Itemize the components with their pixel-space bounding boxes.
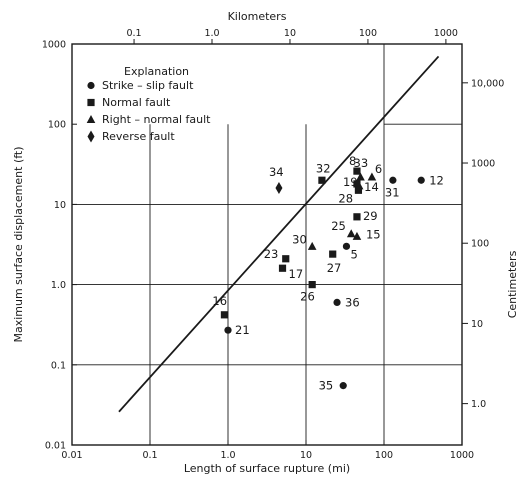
point-square: [353, 180, 361, 188]
x-tick-label: 0.01: [61, 450, 82, 461]
data-points: 21 36 35 5 31 12 16 17 23 26 27 29 32 8 19 28 30 25 15 14 33…: [212, 154, 443, 393]
x-tick-label: 1.0: [220, 450, 235, 461]
right-tick-label: 100: [471, 239, 489, 250]
point-label: 14: [364, 180, 379, 194]
grid: [72, 44, 462, 445]
legend-square-icon: [87, 98, 95, 107]
x-tick-label: 1000: [450, 450, 474, 461]
point-label: 25: [331, 219, 346, 233]
y-tick-label: 1.0: [51, 280, 66, 291]
point-diamond: [275, 182, 283, 195]
point-triangle: [307, 241, 317, 250]
right-tick-label: 10,000: [471, 78, 504, 89]
legend-triangle-icon: [86, 115, 96, 123]
point-circle: [417, 176, 425, 184]
trend-line: [118, 55, 440, 413]
top-axis-title: Kilometers: [228, 10, 287, 23]
point-circle: [333, 298, 341, 306]
point-label: 33: [354, 156, 369, 170]
point-square: [354, 186, 363, 194]
y-tick-label: 0.01: [45, 441, 66, 452]
point-square: [318, 176, 326, 184]
right-axis-title: Centimeters: [506, 250, 519, 318]
point-label: 27: [327, 261, 342, 275]
y-tick-label: 100: [48, 120, 66, 131]
point-triangle: [346, 229, 356, 238]
point-label: 17: [289, 267, 304, 281]
y-axis-title: Maximum surface displacement (ft): [12, 146, 25, 342]
point-label: 21: [235, 323, 250, 337]
y-tick-label: 10: [54, 200, 66, 211]
point-circle: [224, 326, 232, 334]
top-tick-label: 100: [359, 28, 377, 39]
point-triangle: [356, 172, 365, 181]
point-label: 32: [316, 161, 331, 175]
point-label: 30: [292, 232, 307, 246]
top-tick-label: 1000: [434, 28, 458, 39]
point-square: [308, 281, 316, 289]
point-circle: [342, 242, 351, 250]
right-tick-label: 10: [471, 319, 483, 330]
legend-label: Strike – slip fault: [102, 79, 194, 92]
point-label: 8: [349, 154, 356, 168]
top-tick-label: 0.1: [126, 28, 141, 39]
point-label: 19: [343, 175, 358, 189]
y-tick-label: 1000: [42, 40, 66, 51]
x-tick-label: 10: [300, 450, 312, 461]
right-tick-label: 1.0: [471, 399, 486, 410]
point-label: 23: [264, 247, 279, 261]
point-label: 35: [319, 379, 334, 393]
point-label: 29: [363, 209, 378, 223]
legend-label: Normal fault: [102, 96, 171, 109]
point-triangle: [354, 181, 364, 190]
y-tick-label: 0.1: [51, 360, 66, 371]
point-square: [278, 264, 287, 272]
legend-label: Right – normal fault: [102, 113, 211, 126]
point-label: 12: [429, 173, 444, 187]
point-triangle: [367, 172, 377, 181]
point-label: 26: [300, 290, 315, 304]
bottom-axis: 0.01 0.1 1.0 10 100 1000: [61, 440, 474, 461]
top-tick-label: 1.0: [204, 28, 219, 39]
top-tick-label: 10: [284, 28, 296, 39]
right-axis: 1.0 10 100 1000 10,000: [462, 78, 504, 410]
legend: Explanation Strike – slip fault Normal fa…: [86, 65, 211, 143]
right-tick-label: 1000: [471, 159, 495, 170]
point-label: 5: [350, 247, 357, 261]
point-label: 28: [338, 191, 353, 205]
point-triangle: [352, 231, 362, 240]
point-label: 36: [345, 295, 360, 309]
x-tick-label: 100: [375, 450, 393, 461]
point-label: 6: [375, 162, 382, 176]
point-square: [282, 255, 290, 263]
point-label: 15: [366, 227, 381, 241]
legend-diamond-icon: [87, 130, 95, 143]
point-square: [220, 311, 229, 319]
plot-frame: [71, 43, 463, 446]
legend-label: Reverse fault: [102, 130, 175, 143]
legend-circle-icon: [87, 81, 95, 90]
top-axis: 0.1 1.0 10 100 1000: [126, 28, 458, 44]
point-label: 16: [212, 294, 227, 308]
point-square: [353, 167, 361, 175]
point-label: 34: [269, 165, 284, 179]
left-axis: 0.01 0.1 1.0 10 100 1000: [42, 40, 77, 452]
point-circle: [339, 382, 347, 390]
point-label: 31: [385, 185, 400, 199]
point-square: [329, 250, 337, 258]
point-square: [353, 213, 361, 221]
legend-title: Explanation: [124, 65, 189, 78]
point-circle: [389, 176, 397, 184]
x-tick-label: 0.1: [142, 450, 157, 461]
x-axis-title: Length of surface rupture (mi): [184, 462, 350, 475]
